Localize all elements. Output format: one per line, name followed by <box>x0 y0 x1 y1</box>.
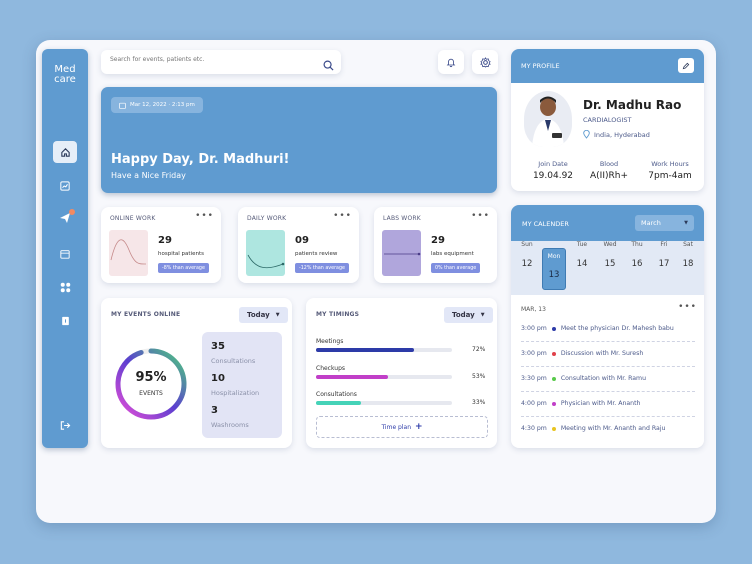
profile-header: MY PROFILE <box>511 49 704 83</box>
divider <box>521 391 695 392</box>
day-thu[interactable]: Thu 16 <box>631 241 643 269</box>
event-color-dot <box>551 326 556 331</box>
chevron-down-icon: ▼ <box>480 312 485 318</box>
profile-field-join-date: Join Date 19.04.92 <box>532 160 574 181</box>
chart-icon[interactable] <box>53 175 77 197</box>
calendar-event[interactable]: 4:00 pm Physician with Mr. Ananth <box>521 400 641 407</box>
stat-card-labs-work[interactable]: LABS WORK ••• 29 labs equipment 0% than … <box>374 207 497 283</box>
search-input[interactable] <box>110 56 310 63</box>
divider <box>521 341 695 342</box>
send-icon[interactable] <box>53 207 77 229</box>
stat-card-online-work[interactable]: ONLINE WORK ••• 29 hospital patients -8%… <box>101 207 221 283</box>
more-icon[interactable]: ••• <box>195 211 214 221</box>
day-mon-selected[interactable]: Mon 13 <box>542 248 566 290</box>
timings-period-dropdown[interactable]: Today ▼ <box>444 307 493 323</box>
stat-card-daily-work[interactable]: DAILY WORK ••• 09 patients review -12% t… <box>238 207 359 283</box>
profile-card: MY PROFILE Dr. Madhu Rao CARDIALOGIST In… <box>511 49 704 191</box>
calendar-header: MY CALENDER March ▼ <box>511 205 704 241</box>
timings-card: MY TIMINGS Today ▼ Meetings 72% Checkups… <box>306 298 497 448</box>
events-percent-label: EVENTS <box>139 390 163 397</box>
trend-badge: -12% than average <box>295 263 349 273</box>
more-icon[interactable]: ••• <box>678 302 697 312</box>
calendar-event[interactable]: 4:30 pm Meeting with Mr. Ananth and Raju <box>521 425 666 432</box>
month-dropdown[interactable]: March ▼ <box>635 215 694 231</box>
plus-icon: + <box>415 422 423 432</box>
calendar-card: MY CALENDER March ▼ Sun 12 Mon 13 Tue 14 We… <box>511 205 704 448</box>
events-summary-panel: 35 Consultations 10 Hospitalization 3 Wa… <box>202 332 282 438</box>
timing-row-consultations: Consultations 33% <box>316 391 486 406</box>
calendar-event[interactable]: 3:00 pm Discussion with Mr. Suresh <box>521 350 644 357</box>
gear-icon <box>479 56 491 68</box>
profile-role: CARDIALOGIST <box>583 116 632 124</box>
events-donut <box>115 348 187 420</box>
progress-bar <box>316 401 361 405</box>
event-color-dot <box>551 401 556 406</box>
timing-row-checkups: Checkups 53% <box>316 365 486 380</box>
sparkline <box>382 230 421 276</box>
sidebar: Med care <box>42 49 88 448</box>
bell-icon <box>446 58 456 67</box>
greeting-subtitle: Have a Nice Friday <box>111 171 186 180</box>
events-percent: 95% <box>135 370 167 385</box>
day-fri[interactable]: Fri 17 <box>658 241 670 269</box>
settings-button[interactable] <box>472 50 498 74</box>
progress-bar <box>316 375 389 379</box>
date-pill: Mar 12, 2022 · 2:13 pm <box>111 97 203 113</box>
profile-name: Dr. Madhu Rao <box>583 98 682 112</box>
edit-profile-button[interactable] <box>678 58 694 73</box>
event-color-dot <box>551 376 556 381</box>
calendar-icon <box>119 102 126 109</box>
location-pin-icon <box>583 130 590 139</box>
day-wed[interactable]: Wed 15 <box>603 241 617 269</box>
timing-row-meetings: Meetings 72% <box>316 338 486 353</box>
pencil-icon <box>682 62 690 69</box>
home-icon[interactable] <box>53 141 77 163</box>
more-icon[interactable]: ••• <box>471 211 490 221</box>
calendar-event[interactable]: 3:00 pm Meet the physician Dr. Mahesh bab… <box>521 325 674 332</box>
search-bar <box>101 50 341 74</box>
time-plan-button[interactable]: Time plan + <box>316 416 488 438</box>
event-color-dot <box>551 426 556 431</box>
notification-dot <box>69 209 75 215</box>
chevron-down-icon: ▼ <box>275 312 280 318</box>
divider <box>521 416 695 417</box>
day-tue[interactable]: Tue 14 <box>576 241 588 269</box>
avatar <box>524 91 572 147</box>
profile-field-work-hours: Work Hours 7pm-4am <box>648 160 692 181</box>
trend-badge: -8% than average <box>158 263 209 273</box>
profile-location: India, Hyderabad <box>583 130 650 139</box>
day-sat[interactable]: Sat 18 <box>682 241 694 269</box>
app-logo: Med care <box>54 64 76 85</box>
selected-date-label: MAR, 13 <box>521 306 546 313</box>
search-icon[interactable] <box>323 56 334 75</box>
more-icon[interactable]: ••• <box>333 211 352 221</box>
event-color-dot <box>551 351 556 356</box>
events-online-card: MY EVENTS ONLINE Today ▼ 95% EVENTS 35 C… <box>101 298 292 448</box>
greeting-title: Happy Day, Dr. Madhuri! <box>111 152 290 167</box>
grid-icon[interactable] <box>53 276 77 298</box>
profile-field-blood: Blood A(II)Rh+ <box>590 160 628 181</box>
progress-bar <box>316 348 414 352</box>
events-period-dropdown[interactable]: Today ▼ <box>239 307 288 323</box>
notification-button[interactable] <box>438 50 464 74</box>
calendar-icon[interactable] <box>53 243 77 265</box>
logout-icon[interactable] <box>53 414 77 436</box>
sparkline <box>246 230 285 276</box>
divider <box>521 366 695 367</box>
chevron-down-icon: ▼ <box>684 220 688 226</box>
sparkline <box>109 230 148 276</box>
trend-badge: 0% than average <box>431 263 481 273</box>
welcome-banner: Mar 12, 2022 · 2:13 pm Happy Day, Dr. Ma… <box>101 87 497 193</box>
document-icon[interactable] <box>53 310 77 332</box>
calendar-event[interactable]: 3:30 pm Consultation with Mr. Ramu <box>521 375 647 382</box>
day-sun[interactable]: Sun 12 <box>521 241 533 269</box>
